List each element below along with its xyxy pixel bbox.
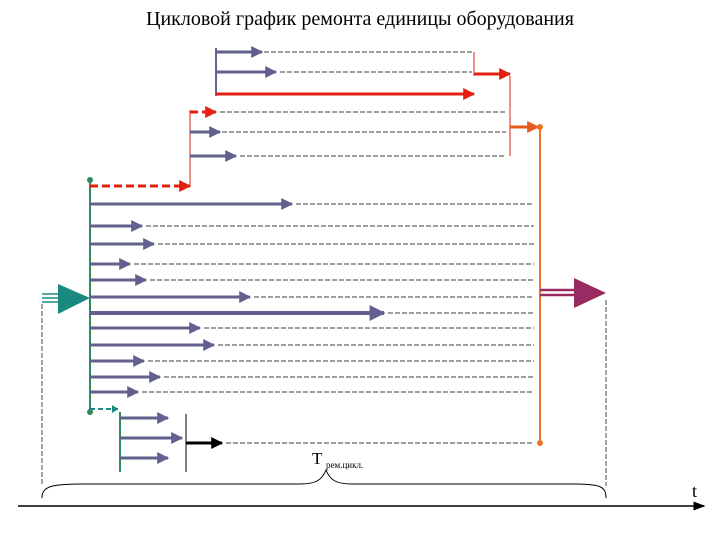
orange-dot bbox=[537, 440, 543, 446]
orange-dot bbox=[537, 124, 543, 130]
start-arrow-teal bbox=[42, 284, 90, 314]
end-arrow-magenta bbox=[540, 278, 606, 308]
cycle-brace bbox=[41, 468, 607, 499]
bottom-block bbox=[119, 412, 534, 472]
green-dot bbox=[87, 409, 93, 415]
diagram-title: Цикловой график ремонта единицы оборудов… bbox=[146, 8, 574, 30]
top-block bbox=[215, 46, 512, 156]
green-dot bbox=[87, 177, 93, 183]
cycle-label-sub: рем.цикл. bbox=[326, 460, 363, 470]
cycle-label-main: Т bbox=[312, 449, 323, 468]
middle-block bbox=[189, 106, 540, 186]
main-block bbox=[87, 177, 534, 415]
time-axis-label: t bbox=[692, 481, 697, 501]
